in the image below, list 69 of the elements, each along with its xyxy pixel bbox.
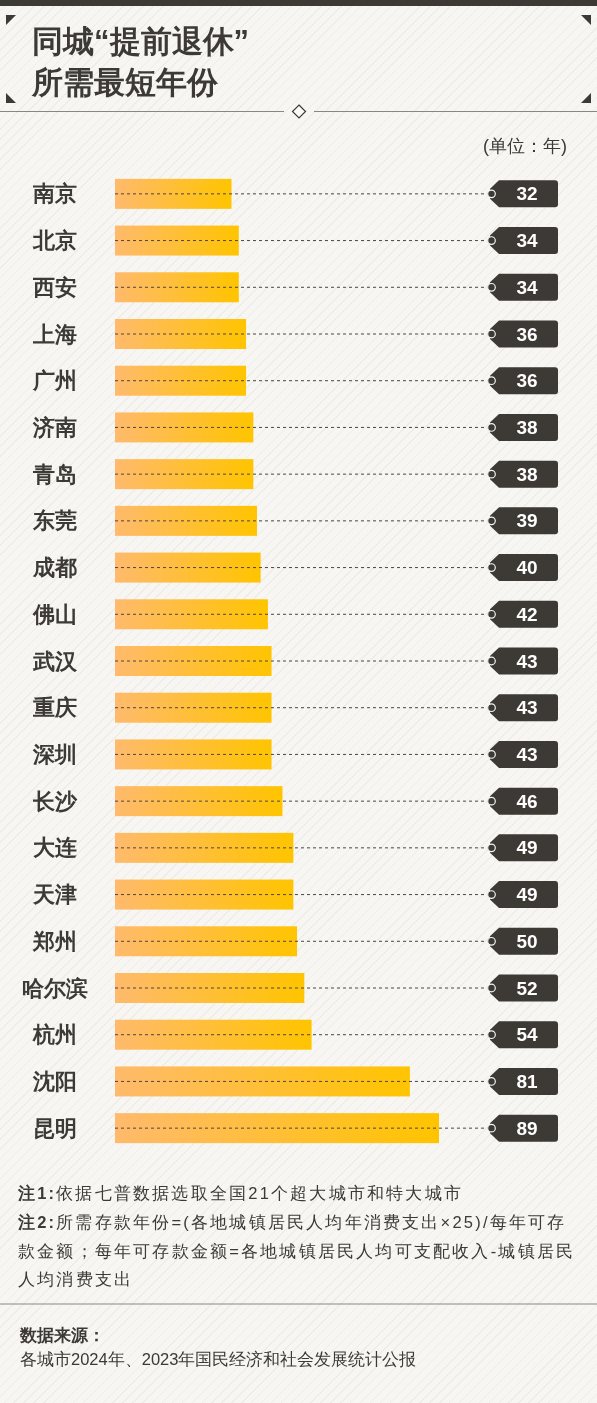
bar — [115, 1019, 312, 1050]
bar — [115, 832, 294, 863]
y-tick-label: 广州 — [32, 368, 77, 394]
data-label: 38 — [516, 416, 538, 438]
bar — [115, 1113, 439, 1144]
data-label: 36 — [516, 370, 538, 392]
y-tick-label: 杭州 — [32, 1022, 77, 1048]
y-tick-label: 天津 — [32, 882, 77, 908]
y-tick-label: 济南 — [32, 414, 77, 440]
y-tick-label: 佛山 — [32, 601, 77, 627]
y-tick-label: 成都 — [32, 555, 77, 581]
bar — [115, 505, 257, 536]
bar — [115, 552, 261, 583]
data-label: 43 — [516, 743, 538, 765]
bar — [115, 1066, 410, 1097]
text: 各城市2024年、2023年国民经济和社会发展统计公报 — [20, 1349, 417, 1370]
bar — [115, 365, 247, 396]
data-label: 34 — [516, 230, 538, 252]
data-label: 46 — [516, 790, 538, 812]
data-label: 38 — [516, 463, 538, 485]
y-tick-label: 南京 — [32, 181, 77, 207]
data-label: 49 — [516, 837, 538, 859]
data-label: 52 — [516, 977, 538, 999]
y-tick-label: 东莞 — [32, 508, 77, 534]
y-tick-label: 郑州 — [32, 928, 77, 954]
data-label: 42 — [516, 603, 538, 625]
bar — [115, 225, 239, 256]
bar — [115, 926, 298, 957]
text: (单位：年) — [483, 135, 567, 158]
y-tick-label: 深圳 — [32, 741, 77, 767]
y-tick-label: 重庆 — [32, 695, 77, 721]
data-label: 81 — [516, 1070, 538, 1092]
bar — [115, 973, 305, 1003]
data-label: 89 — [516, 1117, 538, 1139]
y-tick-label: 大连 — [33, 835, 77, 861]
bar — [115, 412, 254, 443]
data-label: 43 — [516, 697, 538, 719]
text: 注1:依据七普数据选取全国21个超大城市和特大城市 — [18, 1183, 465, 1204]
bar — [115, 646, 272, 676]
y-tick-label: 西安 — [32, 274, 77, 300]
y-tick-label: 长沙 — [32, 788, 78, 814]
data-label: 50 — [516, 930, 538, 952]
bar — [115, 879, 294, 910]
y-tick-label: 武汉 — [32, 648, 78, 674]
y-tick-label: 上海 — [32, 321, 77, 347]
chart-title: 同城“提前退休”所需最短年份 — [32, 23, 250, 102]
bar — [115, 599, 268, 630]
bar — [115, 692, 272, 723]
bar — [115, 786, 283, 817]
data-label: 39 — [516, 510, 538, 532]
data-label: 32 — [516, 183, 538, 205]
text: 注2:所需存款年份=(各地城镇居民人均年消费支出×25)/每年可存款金额；每年可存款金额=各地城镇居民人均可支配收入-城镇居民人均消费支出 — [18, 1212, 577, 1290]
data-label: 34 — [516, 276, 538, 298]
data-label: 49 — [516, 884, 538, 906]
bar — [115, 272, 239, 303]
data-label: 40 — [516, 557, 538, 579]
bar — [115, 459, 254, 490]
bar — [115, 319, 247, 349]
y-tick-label: 青岛 — [32, 461, 77, 487]
y-tick-label: 昆明 — [33, 1115, 77, 1141]
source-note: 数据来源： — [20, 1326, 105, 1344]
y-tick-label: 北京 — [32, 228, 77, 254]
y-tick-label: 哈尔滨 — [22, 975, 88, 1001]
data-label: 54 — [516, 1024, 538, 1046]
y-tick-label: 沈阳 — [32, 1068, 77, 1094]
data-label: 36 — [516, 323, 538, 345]
bar — [115, 178, 232, 209]
data-label: 43 — [516, 650, 538, 672]
bar — [115, 739, 272, 770]
